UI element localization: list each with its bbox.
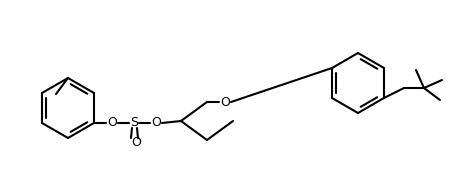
- Text: O: O: [220, 96, 230, 108]
- Text: O: O: [131, 136, 141, 149]
- Text: O: O: [151, 117, 161, 130]
- Text: S: S: [130, 117, 138, 130]
- Text: O: O: [107, 117, 117, 130]
